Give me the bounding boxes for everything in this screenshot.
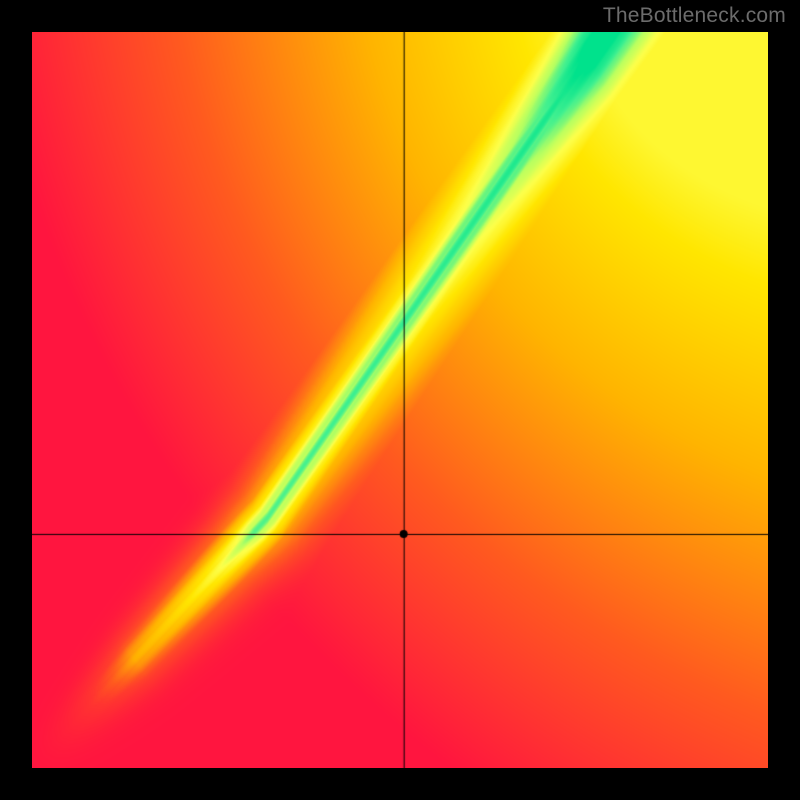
chart-frame: TheBottleneck.com [0, 0, 800, 800]
watermark-text: TheBottleneck.com [603, 4, 786, 28]
plot-area [32, 32, 768, 768]
heatmap-canvas [32, 32, 768, 768]
